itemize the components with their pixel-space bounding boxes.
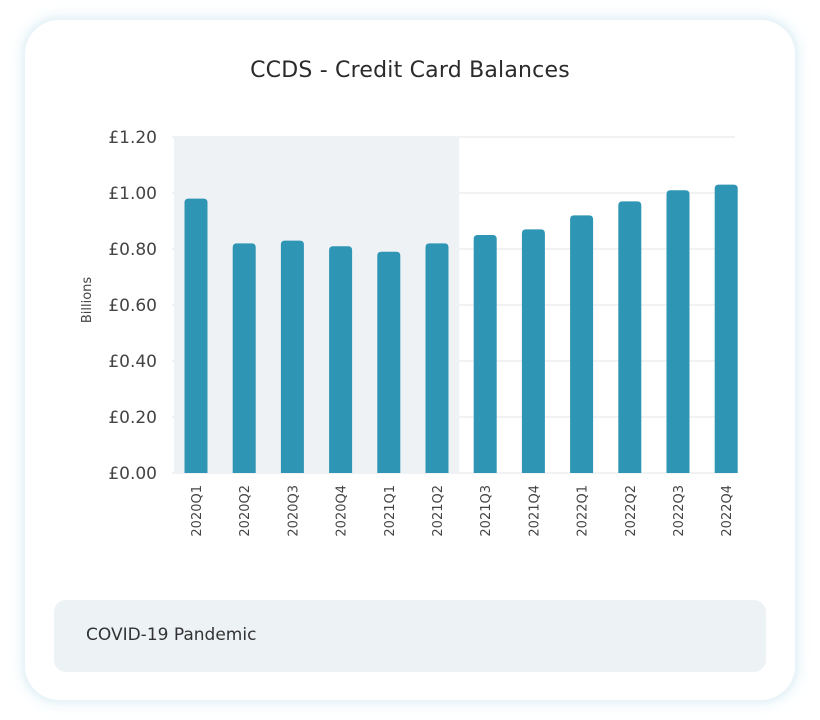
bar-2021Q4 [521, 229, 545, 473]
bar-2020Q1 [184, 198, 208, 473]
x-tick-label: 2020Q1 [190, 485, 205, 537]
y-axis-ticks: £0.00 £0.20 £0.40 £0.60 £0.80 £1.00 £1.20 [108, 128, 157, 484]
bar-2022Q2 [618, 201, 642, 473]
bar-chart: £0.00 £0.20 £0.40 £0.60 £0.80 £1.00 £1.20 Bill… [80, 128, 738, 537]
x-tick-label: 2020Q2 [238, 485, 253, 537]
bar-2020Q3 [280, 240, 304, 473]
x-tick-label: 2021Q1 [383, 485, 398, 537]
y-tick-label: £0.60 [108, 296, 157, 316]
bar-2022Q4 [714, 184, 738, 473]
x-tick-label: 2021Q3 [479, 485, 494, 537]
y-tick-label: £1.20 [108, 128, 157, 148]
bar-2022Q1 [570, 215, 594, 473]
x-tick-label: 2020Q3 [286, 485, 301, 537]
highlight-band [173, 137, 460, 473]
x-axis-ticks: 2020Q1 2020Q2 2020Q3 2020Q4 2021Q1 2021Q2 2021… [190, 485, 735, 537]
bar-2020Q4 [329, 246, 353, 473]
x-tick-label: 2022Q3 [672, 485, 687, 537]
x-tick-label: 2022Q2 [624, 485, 639, 537]
pandemic-highlight-region [173, 137, 460, 473]
y-tick-label: £0.80 [108, 240, 157, 260]
legend-label: COVID-19 Pandemic [86, 625, 257, 645]
y-tick-label: £0.00 [108, 464, 157, 484]
x-tick-label: 2022Q4 [720, 485, 735, 537]
x-tick-label: 2020Q4 [335, 485, 350, 537]
x-tick-label: 2021Q2 [431, 485, 446, 537]
x-tick-label: 2021Q4 [527, 485, 542, 537]
y-tick-label: £0.20 [108, 408, 157, 428]
bar-2021Q1 [377, 251, 401, 473]
bars [184, 184, 738, 473]
y-tick-label: £0.40 [108, 352, 157, 372]
chart-title: CCDS - Credit Card Balances [250, 58, 570, 83]
bar-2020Q2 [232, 243, 256, 473]
y-tick-label: £1.00 [108, 184, 157, 204]
bar-2021Q3 [473, 235, 497, 473]
highlight-legend: COVID-19 Pandemic [54, 600, 766, 672]
y-axis-label: Billions [80, 277, 95, 324]
bar-2021Q2 [425, 243, 449, 473]
bar-2022Q3 [666, 190, 690, 473]
x-tick-label: 2022Q1 [576, 485, 591, 537]
